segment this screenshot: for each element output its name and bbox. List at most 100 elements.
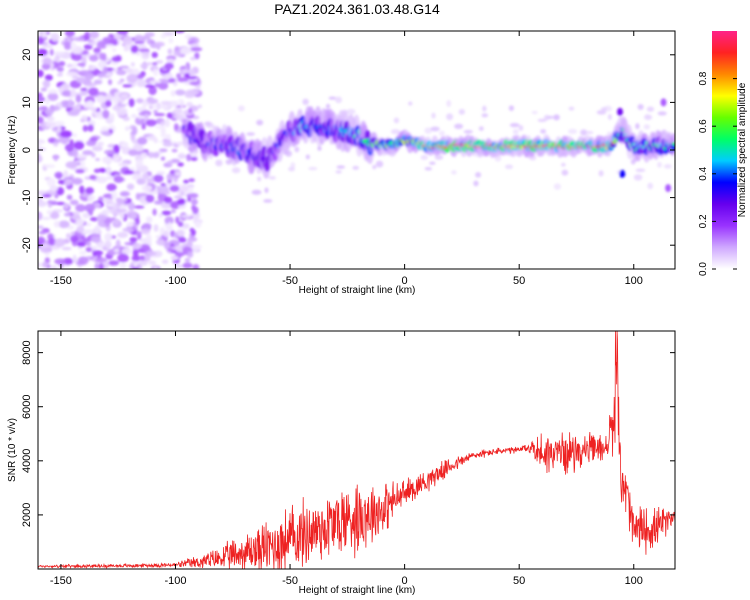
spectrogram-cell	[87, 124, 94, 132]
spectrogram-cell	[156, 171, 166, 176]
spectrogram-cell	[82, 212, 90, 219]
spectrogram-cell	[119, 191, 130, 197]
spectrogram-cell	[175, 89, 186, 96]
spectrogram-cell	[106, 176, 114, 180]
spectrogram-cell	[81, 115, 88, 123]
spectrogram-cell	[580, 129, 588, 136]
spectrogram-cell	[567, 128, 578, 134]
spectrogram-cell	[61, 246, 72, 251]
spectrogram-cell	[59, 130, 72, 138]
spectrogram-cell	[194, 221, 202, 228]
spectrogram-cell	[129, 237, 138, 243]
spectrogram-cell	[75, 94, 82, 103]
spectrogram-cell	[115, 197, 123, 203]
spectrogram-cell	[174, 31, 185, 34]
spectrogram-cell	[79, 185, 85, 194]
spectrogram-cell	[128, 149, 138, 156]
spectrogram-cell	[55, 201, 66, 206]
spectrogram-cell	[175, 244, 181, 253]
spectrogram-cell	[173, 232, 179, 239]
spectrogram-cell	[90, 234, 101, 243]
spectrogram-cell	[194, 52, 200, 60]
snr-y-axis: 2000 4000 6000 8000	[21, 340, 675, 527]
spectrogram-cell	[133, 260, 138, 268]
spectrogram-cell	[101, 130, 111, 136]
spectrogram-cell	[66, 194, 73, 200]
spectrogram-cell	[181, 223, 190, 230]
spectrogram-cell	[160, 156, 166, 161]
spectrogram-cell	[108, 260, 120, 266]
spectrogram-cell	[153, 137, 159, 144]
spectrogram-cell	[148, 260, 157, 266]
spectrogram-cell	[122, 116, 130, 122]
spectrogram-cell	[145, 119, 157, 127]
spectrogram-cell	[94, 262, 100, 269]
y-tick-label: 10	[21, 96, 33, 108]
spectrogram-cell	[160, 34, 167, 39]
spectrogram-cell	[176, 73, 182, 79]
spectrogram-cell	[120, 141, 129, 148]
colorbar-tick-label: 0.0	[698, 262, 709, 276]
spectrogram-cell	[102, 198, 113, 203]
spectrogram-cell	[38, 262, 42, 268]
spectrogram-cell	[122, 35, 133, 45]
spectrogram-cell	[112, 153, 120, 162]
spectrogram-cell	[168, 37, 174, 44]
spectrogram-cell	[58, 85, 64, 94]
spectrogram-cell	[166, 112, 173, 119]
spectrogram-cell	[167, 48, 173, 55]
spectrogram-cell	[158, 213, 164, 218]
spectrogram-cell	[71, 177, 83, 185]
spectrogram-cell	[188, 192, 199, 199]
x-tick-label: -50	[282, 275, 298, 287]
spectrogram-cell	[177, 221, 184, 228]
colorbar-label: Normalized spectral amplitude	[737, 82, 748, 217]
spectrogram-cell	[117, 253, 129, 263]
spectrogram-cell	[139, 255, 147, 262]
spectrogram-cell	[164, 62, 174, 70]
spectrogram-cell	[504, 164, 514, 170]
colorbar-gradient	[712, 31, 737, 269]
spectrogram-cell	[451, 170, 457, 175]
spectrogram-cell	[155, 59, 164, 64]
spectrogram-cell	[160, 133, 167, 138]
spectrogram-cell	[156, 44, 161, 50]
x-tick-label: -50	[282, 575, 298, 587]
spectrogram-cell	[95, 157, 101, 162]
spectrogram-cell	[424, 127, 432, 134]
spectrogram-cell	[61, 90, 73, 97]
spectrogram-cell	[92, 250, 104, 256]
spectrogram-cell	[152, 152, 160, 159]
spectrogram-cell	[53, 51, 65, 56]
spectrogram-cell	[268, 176, 277, 180]
spectrogram-cell	[103, 209, 111, 214]
spectrogram-cell	[38, 153, 42, 163]
spectrogram-cell	[38, 92, 43, 98]
spectrogram-cell	[173, 50, 183, 57]
spectrogram-cell	[130, 45, 139, 54]
spectrogram-cell	[619, 169, 626, 178]
spectrogram-cell	[182, 262, 193, 269]
spectrogram-cell	[657, 111, 667, 116]
spectrogram-cell	[122, 84, 133, 88]
spectrogram-cell	[38, 69, 44, 78]
spectrogram-cell	[154, 82, 161, 88]
y-tick-label: 2000	[21, 503, 33, 527]
spectrogram-cell	[132, 266, 139, 269]
spectrogram-cell	[132, 249, 139, 257]
spectrogram-cell	[408, 101, 413, 106]
spectrogram-cell	[85, 187, 94, 195]
colorbar-tick-label: 0.8	[698, 71, 709, 85]
spectrogram-cell	[195, 85, 201, 90]
spectrogram-cell	[99, 52, 105, 61]
spectrogram-cell	[169, 185, 180, 192]
spectrogram-cell	[45, 121, 56, 128]
spectrogram-cell	[352, 165, 360, 170]
spectrogram-cell	[183, 179, 189, 184]
spectrogram-cell	[102, 156, 113, 164]
spectrogram-cell	[77, 256, 89, 266]
spectrogram-cell	[140, 62, 149, 70]
spectrogram-cell	[41, 194, 52, 198]
spectrogram-cell	[94, 52, 100, 56]
spectrogram-cell	[671, 142, 675, 146]
